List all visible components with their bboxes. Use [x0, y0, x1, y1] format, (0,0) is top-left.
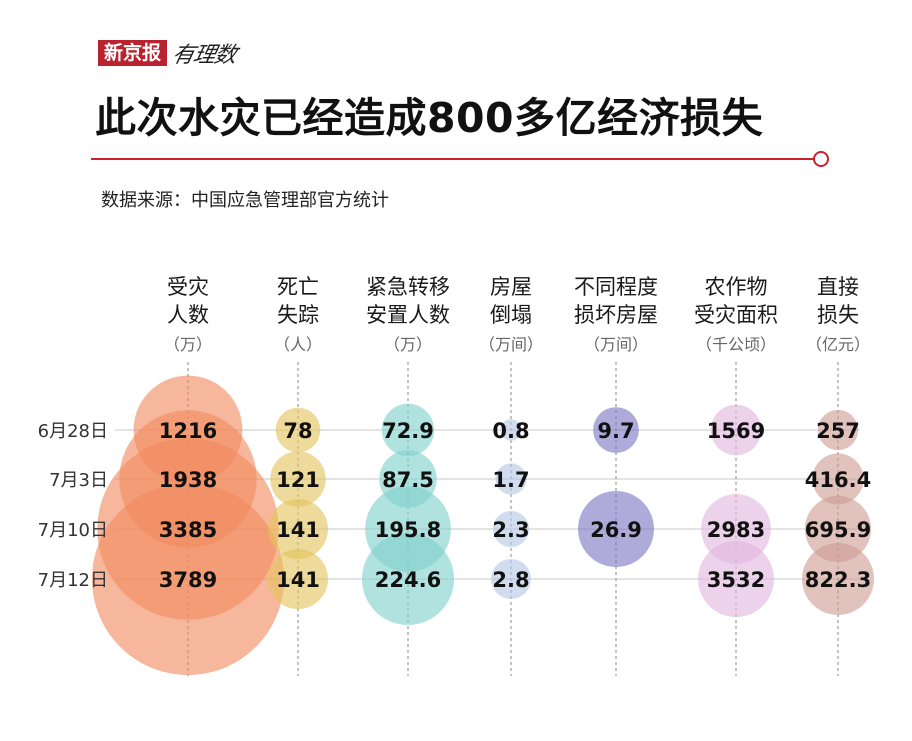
value-label-4-0: 9.7: [597, 419, 634, 443]
bubble-5-0: [710, 404, 762, 456]
column-header-2-0: 紧急转移: [366, 275, 450, 299]
column-header-4-1: 损坏房屋: [574, 303, 658, 327]
column-header-6-0: 直接: [817, 275, 859, 299]
column-header-0-0: 受灾: [167, 275, 209, 299]
value-label-4-2: 26.9: [590, 518, 642, 542]
bubble-3-3: [491, 559, 531, 599]
bubble-5-3: [698, 541, 774, 617]
bubble-6-1: [812, 453, 864, 505]
column-unit-3: （万间）: [479, 335, 543, 354]
bubble-3-2: [492, 510, 530, 548]
bubble-6-0: [817, 409, 859, 451]
value-label-0-0: 1216: [159, 419, 217, 443]
brand-logo: 新京报 有理数: [98, 40, 238, 68]
bubble-4-0: [593, 407, 639, 453]
value-label-1-3: 141: [276, 568, 320, 592]
page-title: 此次水灾已经造成800多亿经济损失: [95, 94, 764, 142]
column-header-1-1: 失踪: [277, 303, 319, 327]
value-label-2-0: 72.9: [382, 419, 434, 443]
bubble-1-1: [270, 451, 326, 507]
value-label-1-2: 141: [276, 518, 320, 542]
value-label-0-2: 3385: [159, 518, 217, 542]
value-label-3-3: 2.8: [492, 568, 529, 592]
value-label-0-1: 1938: [159, 468, 217, 492]
column-header-5-1: 受灾面积: [694, 303, 778, 327]
bubble-6-3: [802, 543, 874, 615]
value-label-3-2: 2.3: [492, 518, 529, 542]
column-header-1-0: 死亡: [277, 275, 319, 299]
value-label-2-1: 87.5: [382, 468, 434, 492]
value-label-1-0: 78: [283, 419, 312, 443]
value-label-2-2: 195.8: [375, 518, 441, 542]
value-label-6-0: 257: [816, 419, 860, 443]
bubble-2-0: [381, 403, 435, 457]
bubble-1-2: [268, 499, 328, 559]
bubble-1-0: [275, 407, 321, 453]
brand-name: 新京报: [98, 40, 168, 66]
bubbles: [92, 375, 874, 675]
value-label-6-2: 695.9: [805, 518, 871, 542]
date-label-0: 6月28日: [38, 421, 108, 442]
bubble-2-3: [362, 533, 454, 625]
column-header-5-0: 农作物: [705, 275, 768, 299]
bubble-3-1: [495, 463, 527, 495]
value-label-5-2: 2983: [707, 518, 765, 542]
value-label-3-1: 1.7: [492, 468, 529, 492]
bubble-3-0: [500, 419, 522, 441]
title-rule-end-dot: [813, 151, 829, 167]
column-header-6-1: 损失: [817, 303, 859, 327]
value-label-5-0: 1569: [707, 419, 765, 443]
data-source: 数据来源：中国应急管理部官方统计: [101, 190, 389, 211]
column-unit-4: （万间）: [584, 335, 648, 354]
column-unit-0: （万）: [164, 335, 212, 354]
column-header-3-0: 房屋: [490, 275, 532, 299]
column-header-3-1: 倒塌: [490, 303, 532, 327]
bubble-6-2: [804, 495, 872, 563]
column-header-4-0: 不同程度: [574, 275, 658, 299]
value-label-6-3: 822.3: [805, 568, 871, 592]
column-header-2-1: 安置人数: [366, 303, 450, 327]
bubble-4-2: [578, 491, 654, 567]
column-unit-1: （人）: [274, 335, 322, 354]
bubble-1-3: [268, 549, 328, 609]
column-header-0-1: 人数: [167, 303, 209, 327]
column-unit-6: （亿元）: [806, 335, 870, 354]
value-label-1-1: 121: [276, 468, 320, 492]
value-label-6-1: 416.4: [805, 468, 871, 492]
bubble-0-3: [92, 483, 284, 675]
title-rule: [91, 158, 814, 160]
date-label-3: 7月12日: [38, 570, 108, 591]
value-label-2-3: 224.6: [375, 568, 441, 592]
value-label-5-3: 3532: [707, 568, 765, 592]
date-label-2: 7月10日: [38, 520, 108, 541]
column-unit-2: （万）: [384, 335, 432, 354]
column-unit-5: （千公顷）: [696, 335, 776, 354]
value-label-3-0: 0.8: [492, 419, 529, 443]
date-label-1: 7月3日: [49, 470, 108, 491]
value-label-0-3: 3789: [159, 568, 217, 592]
